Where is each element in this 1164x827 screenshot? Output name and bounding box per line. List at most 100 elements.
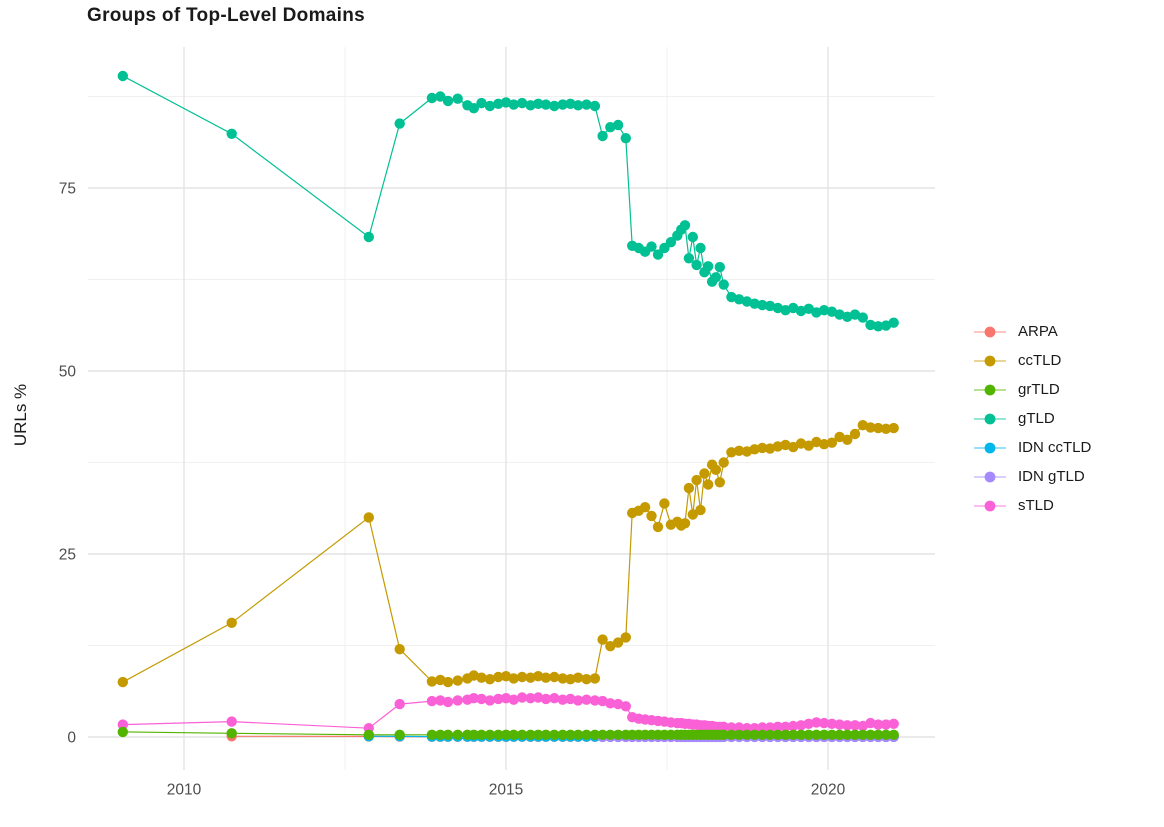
series-cctld-point [726,447,737,458]
series-cctld-point [652,521,664,533]
series-gtld-point [749,298,760,309]
series-grtld-point [842,729,853,740]
series-gtld-point [394,118,405,129]
legend-key-dot [984,442,996,453]
series-cctld-point [695,504,706,516]
series-stld-point [795,720,807,731]
legend-label-arpa: ARPA [1018,323,1058,340]
series-cctld-point [525,672,536,683]
series-grtld-point [493,729,504,740]
series-grtld-point [741,729,753,740]
series-cctld-point [620,632,631,643]
series-cctld-point [394,644,405,655]
series-grtld-point [525,729,536,740]
series-stld-point [888,718,899,729]
series-stld-point [873,719,884,730]
series-grtld-point [508,729,519,740]
series-gtld-point [226,128,237,139]
series-gtld-point [683,253,695,264]
series-gtld-point [620,133,631,144]
series-gtld-point [442,95,454,107]
series-gtld-point [888,317,899,328]
series-stld-point [533,692,544,703]
legend-key-dot [984,326,996,337]
series-grtld-point [873,729,884,740]
series-stld-point [476,693,487,705]
series-grtld-point [818,729,830,740]
series-gtld-point [652,249,664,260]
y-tick-label: 0 [67,730,76,747]
series-cctld-point [788,441,799,453]
series-gtld-point [849,309,861,320]
series-grtld-point [880,729,892,740]
series-stld-point [764,722,776,733]
series-cctld-point [516,671,528,683]
series-grtld-point [452,729,463,740]
series-cctld-point [842,434,853,445]
series-gtld-point [435,91,446,102]
series-stld-point [493,693,504,705]
series-gtld-line [122,75,894,327]
series-cctld-point [597,634,608,645]
series-cctld-point [226,617,237,628]
series-grtld-point [612,729,624,740]
series-grtld-point [788,729,799,740]
series-cctld-point [683,482,695,494]
x-tick-label: 2020 [811,782,846,799]
legend-label-stld: sTLD [1018,497,1054,514]
series-grtld-point [565,729,576,740]
series-stld-point [394,698,405,710]
series-cctld-point [605,641,616,652]
series-stld-point [726,722,737,733]
series-gtld-point [565,98,576,110]
series-grtld-point [549,729,560,740]
series-grtld-point [811,729,822,740]
series-grtld-point [826,729,838,740]
series-cctld-point [639,502,651,513]
series-cctld-point [493,671,504,683]
legend-item-cctld: ccTLD [973,346,1091,375]
series-gtld-point [788,302,799,314]
series-stld-point [435,695,446,706]
series-cctld-point [865,422,876,433]
series-stld-point [117,719,128,730]
series-grtld-point [780,729,791,740]
x-tick-label: 2010 [167,782,202,799]
series-grtld-point [363,729,374,740]
legend-key-dot [984,500,996,511]
series-stld-point [772,721,783,732]
series-gtld-point [691,259,702,271]
series-stld-point [557,694,568,705]
series-gtld-point [117,70,128,82]
series-cctld-point [679,518,691,529]
series-grtld-point [540,729,552,740]
series-gtld-point [733,294,745,305]
series-grtld-point [426,729,438,740]
series-gtld-point [581,99,592,110]
series-stld-point [549,693,560,704]
series-cctld-point [549,671,560,683]
series-cctld-point [718,457,729,468]
series-cctld-point [589,673,601,684]
x-tick-label: 2015 [489,782,523,799]
series-cctld-point [733,445,745,456]
series-cctld-point [476,672,487,683]
series-stld-point [484,695,496,706]
series-gtld-point [540,99,552,110]
series-grtld-point [557,729,568,740]
series-grtld-point [888,729,899,740]
series-cctld-point [581,674,592,685]
y-tick-label: 25 [59,547,76,564]
series-gtld-point [605,122,616,133]
series-cctld-point [873,422,884,434]
series-gtld-point [865,319,876,331]
series-grtld-point [226,728,237,739]
series-cctld-point [714,477,725,488]
series-cctld-point [772,441,783,452]
legend-key-grtld-icon [974,384,1006,395]
series-gtld-point [476,97,487,109]
series-grtld-point [726,729,737,740]
series-stld-point [468,693,479,704]
series-grtld-point [581,729,592,740]
legend-label-idn-cctld: IDN ccTLD [1018,439,1092,456]
